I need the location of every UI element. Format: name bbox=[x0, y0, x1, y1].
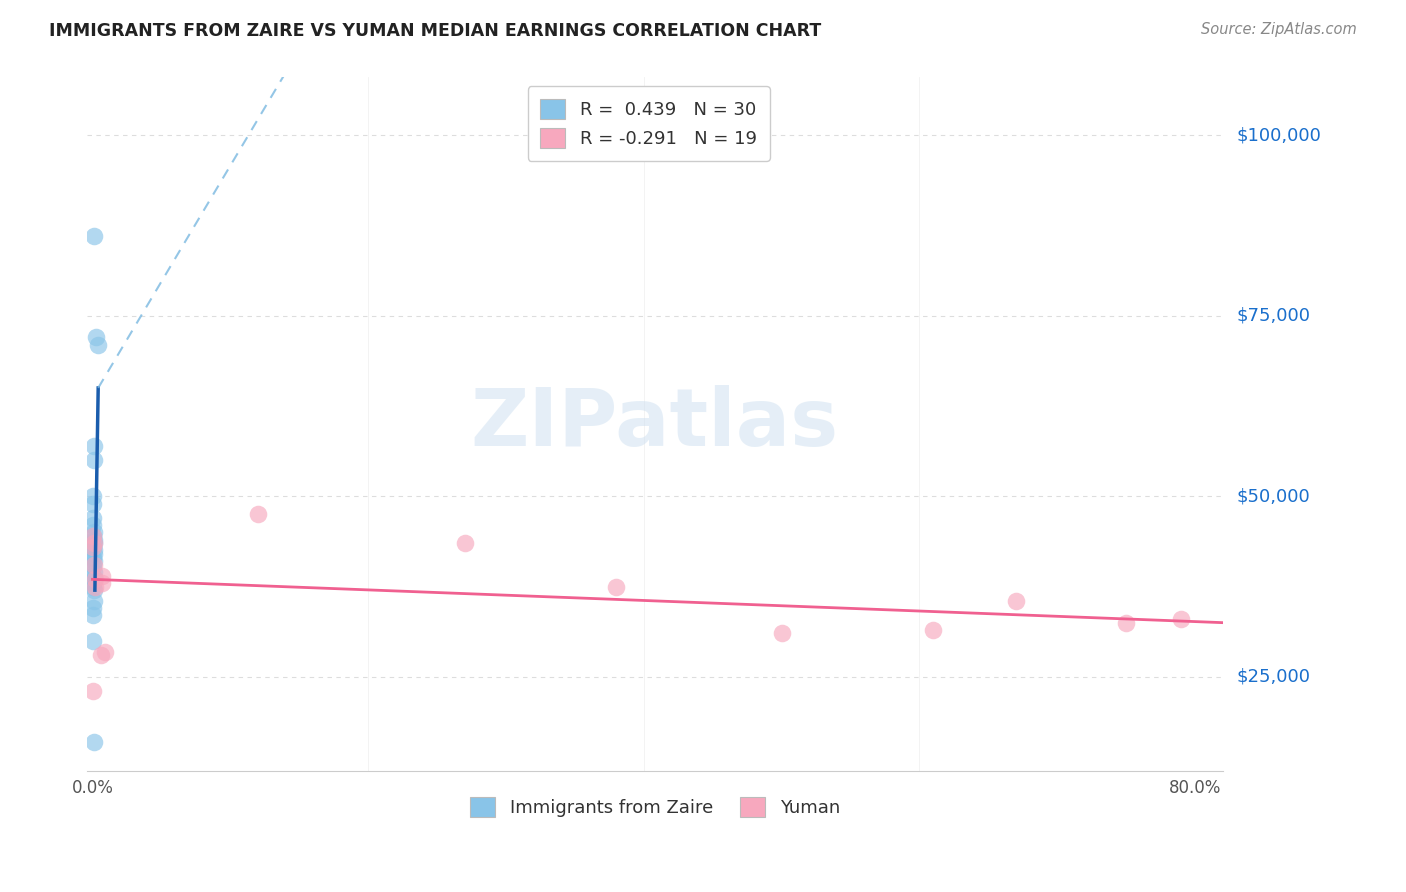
Point bbox=[1005, 594, 1028, 608]
Point bbox=[82, 518, 104, 533]
Point bbox=[82, 489, 104, 503]
Point bbox=[84, 580, 107, 594]
Point bbox=[83, 536, 105, 550]
Point bbox=[90, 648, 112, 662]
Point bbox=[82, 529, 104, 543]
Point bbox=[91, 576, 114, 591]
Point bbox=[82, 633, 104, 648]
Text: $25,000: $25,000 bbox=[1236, 668, 1310, 686]
Text: Source: ZipAtlas.com: Source: ZipAtlas.com bbox=[1201, 22, 1357, 37]
Point bbox=[83, 554, 105, 568]
Point bbox=[83, 525, 105, 540]
Point bbox=[83, 558, 105, 572]
Point bbox=[83, 594, 105, 608]
Point bbox=[82, 580, 104, 594]
Point bbox=[83, 439, 105, 453]
Point bbox=[94, 644, 117, 658]
Point bbox=[82, 608, 104, 623]
Point bbox=[84, 330, 107, 344]
Point bbox=[82, 540, 104, 554]
Point bbox=[83, 583, 105, 598]
Point bbox=[1170, 612, 1192, 626]
Point bbox=[83, 533, 105, 547]
Text: $50,000: $50,000 bbox=[1236, 487, 1310, 505]
Point bbox=[82, 601, 104, 615]
Point bbox=[91, 568, 114, 582]
Point bbox=[82, 558, 104, 572]
Text: $100,000: $100,000 bbox=[1236, 126, 1322, 145]
Point bbox=[605, 580, 627, 594]
Point bbox=[1115, 615, 1137, 630]
Point bbox=[82, 568, 104, 582]
Point bbox=[246, 508, 269, 522]
Legend: Immigrants from Zaire, Yuman: Immigrants from Zaire, Yuman bbox=[463, 789, 846, 824]
Point bbox=[83, 536, 105, 550]
Point bbox=[83, 543, 105, 558]
Point bbox=[83, 572, 105, 586]
Point bbox=[82, 550, 104, 565]
Text: ZIPatlas: ZIPatlas bbox=[471, 385, 839, 463]
Point bbox=[82, 684, 104, 698]
Point bbox=[83, 565, 105, 579]
Point bbox=[83, 229, 105, 244]
Point bbox=[922, 623, 945, 637]
Point bbox=[770, 626, 793, 640]
Point bbox=[82, 540, 104, 554]
Point bbox=[82, 496, 104, 510]
Point bbox=[83, 547, 105, 561]
Point bbox=[84, 572, 107, 586]
Text: IMMIGRANTS FROM ZAIRE VS YUMAN MEDIAN EARNINGS CORRELATION CHART: IMMIGRANTS FROM ZAIRE VS YUMAN MEDIAN EA… bbox=[49, 22, 821, 40]
Point bbox=[82, 511, 104, 525]
Point bbox=[82, 576, 104, 591]
Point bbox=[87, 337, 110, 351]
Point bbox=[83, 735, 105, 749]
Point bbox=[83, 453, 105, 467]
Text: $75,000: $75,000 bbox=[1236, 307, 1310, 325]
Point bbox=[453, 536, 475, 550]
Point bbox=[82, 529, 104, 543]
